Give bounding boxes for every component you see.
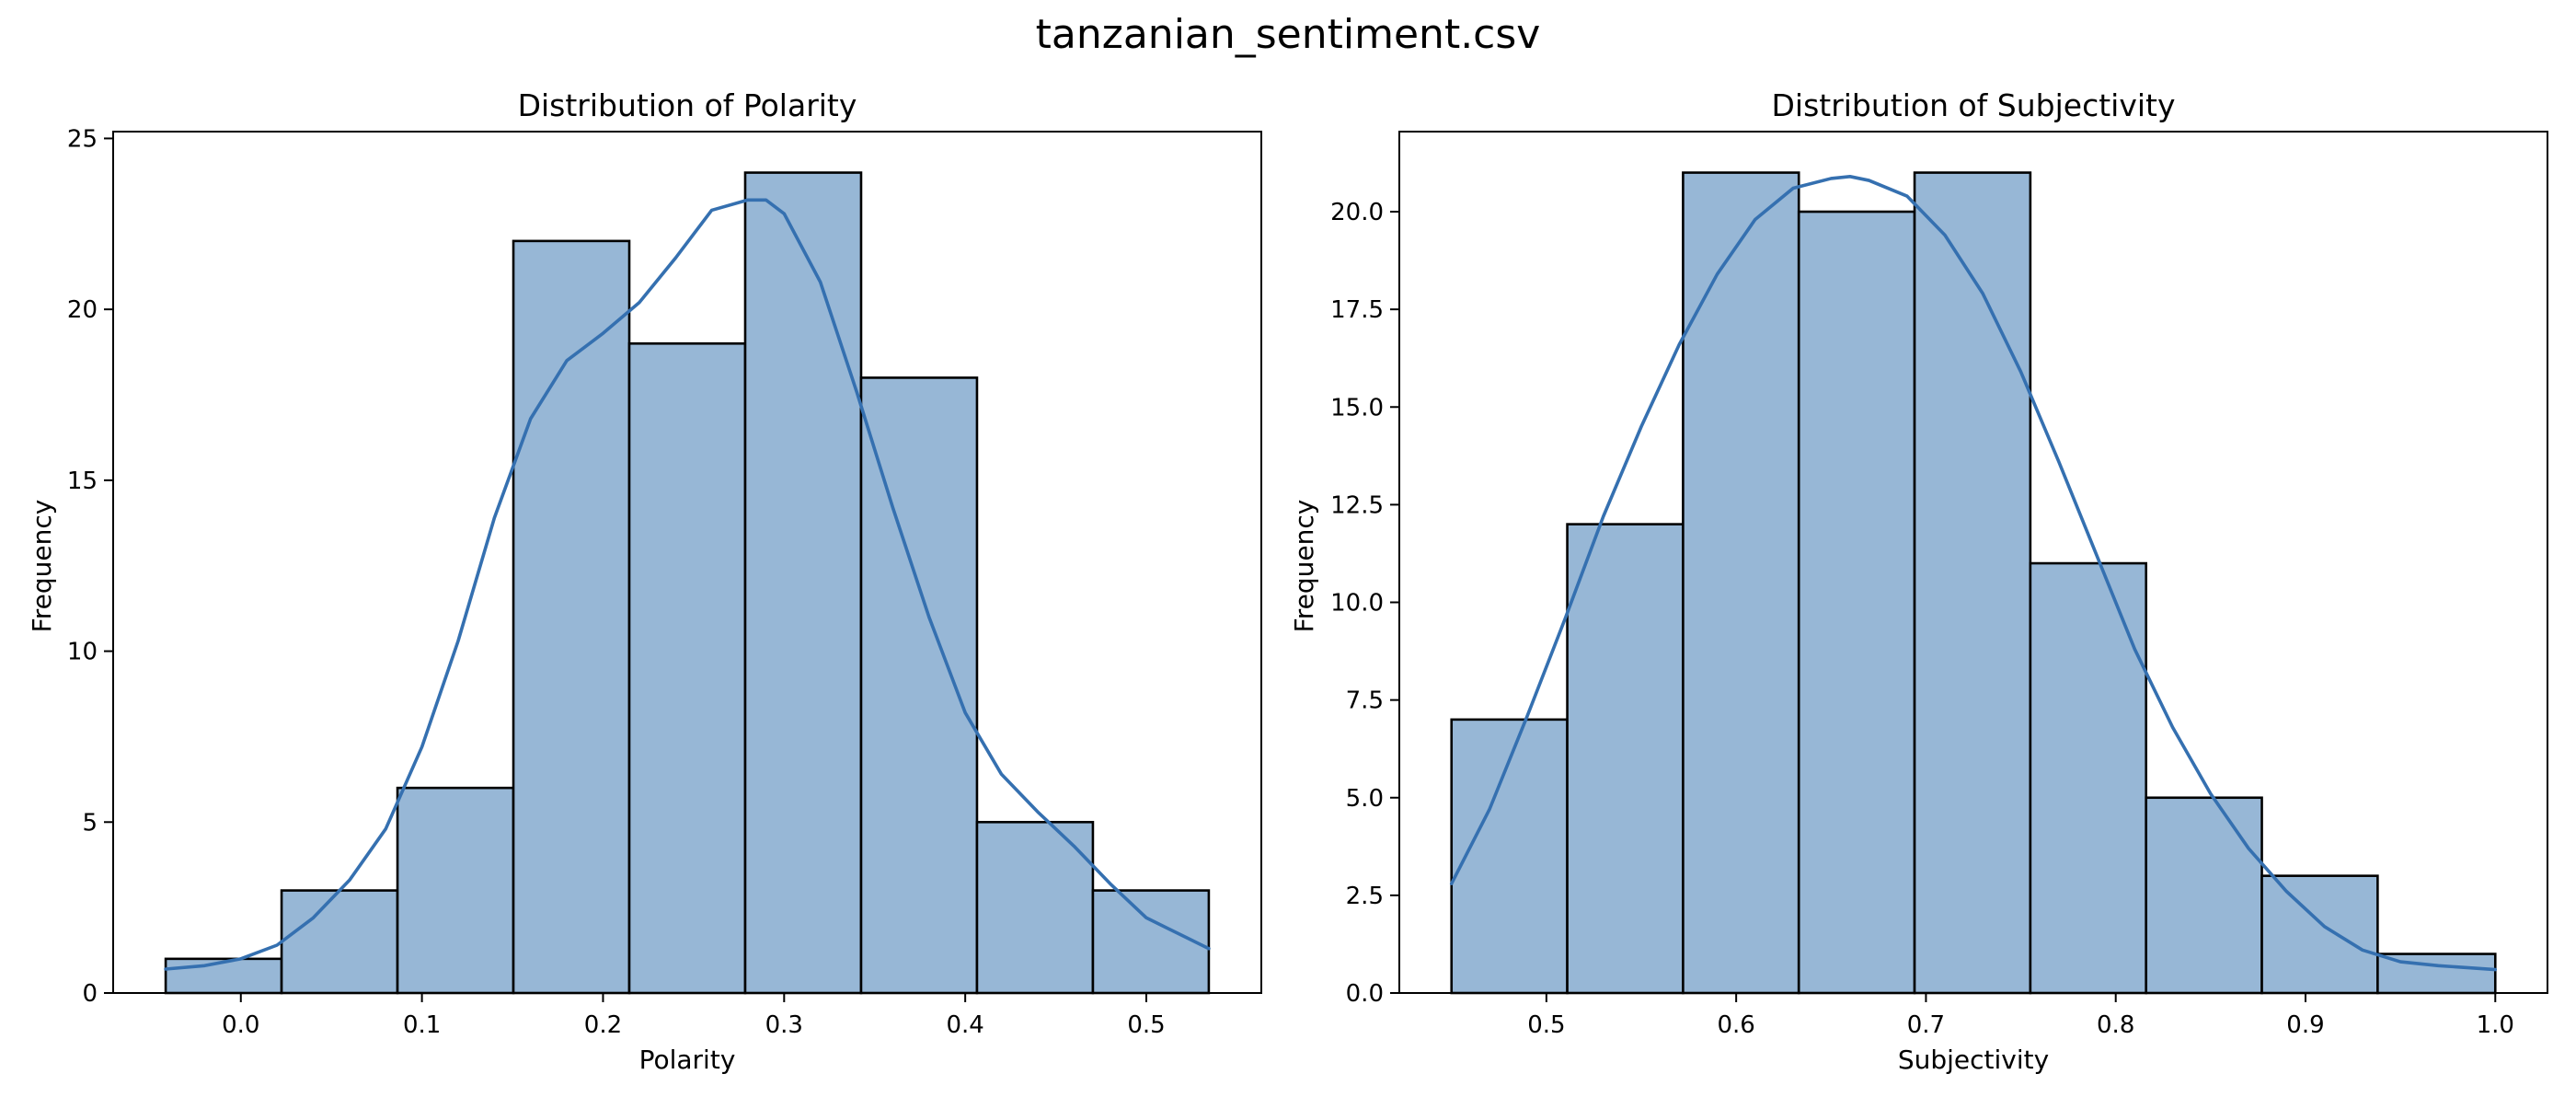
subjectivity-y-tick-label: 15.0 <box>1330 394 1384 421</box>
subjectivity-x-tick-label: 0.5 <box>1527 1011 1565 1039</box>
subjectivity-x-tick-label: 1.0 <box>2477 1011 2514 1039</box>
polarity-bar <box>1091 889 1211 995</box>
polarity-bar <box>512 239 631 995</box>
polarity-bar <box>396 786 515 995</box>
polarity-y-tick-label: 25 <box>67 125 98 153</box>
polarity-x-tick-label: 0.3 <box>765 1011 803 1039</box>
subjectivity-bar <box>1682 171 1800 995</box>
subjectivity-x-tick-label: 0.8 <box>2097 1011 2134 1039</box>
polarity-x-tick-label: 0.1 <box>403 1011 441 1039</box>
polarity-bar <box>859 376 979 995</box>
polarity-x-tick-label: 0.0 <box>222 1011 259 1039</box>
subjectivity-plot-frame <box>1398 131 2548 994</box>
subjectivity-y-tick-label: 2.5 <box>1346 883 1384 910</box>
subjectivity-y-tick-label: 12.5 <box>1330 491 1384 519</box>
polarity-x-axis-label: Polarity <box>639 1045 736 1075</box>
subjectivity-y-tick-label: 5.0 <box>1346 785 1384 813</box>
subjectivity-x-tick-label: 0.6 <box>1717 1011 1754 1039</box>
subjectivity-bar <box>2145 796 2263 995</box>
polarity-bar <box>164 957 283 995</box>
subjectivity-x-tick-label: 0.9 <box>2286 1011 2324 1039</box>
subjectivity-y-tick-label: 7.5 <box>1346 687 1384 715</box>
subjectivity-bar <box>2029 561 2148 995</box>
subjectivity-histogram-panel: Distribution of Subjectivity Subjectivit… <box>1289 87 2548 1075</box>
polarity-bars <box>164 171 1211 995</box>
subjectivity-y-tick-label: 10.0 <box>1330 590 1384 618</box>
subjectivity-x-axis-label: Subjectivity <box>1898 1045 2049 1075</box>
subjectivity-y-tick-label: 20.0 <box>1330 199 1384 226</box>
subjectivity-bar <box>1566 523 1685 995</box>
polarity-histogram-panel: Distribution of Polarity Polarity Freque… <box>27 87 1262 1075</box>
subjectivity-bar <box>2260 874 2379 995</box>
polarity-y-tick-label: 0 <box>82 980 98 1008</box>
polarity-x-tick-label: 0.4 <box>946 1011 983 1039</box>
polarity-y-tick-label: 10 <box>67 639 98 666</box>
polarity-kde-line <box>164 198 1211 971</box>
polarity-y-tick-label: 5 <box>82 809 98 837</box>
subjectivity-bar <box>1913 171 2032 995</box>
subjectivity-x-tick-label: 0.7 <box>1907 1011 1945 1039</box>
polarity-x-tick-label: 0.2 <box>584 1011 622 1039</box>
subjectivity-y-tick-label: 17.5 <box>1330 296 1384 324</box>
subjectivity-y-axis-label: Frequency <box>1289 500 1319 633</box>
polarity-bar <box>627 341 747 995</box>
polarity-plot-frame <box>112 131 1262 994</box>
subjectivity-y-tick-label: 0.0 <box>1346 980 1384 1008</box>
polarity-bar <box>743 171 863 995</box>
polarity-y-tick-label: 20 <box>67 296 98 324</box>
subjectivity-chart-title: Distribution of Subjectivity <box>1771 87 2175 123</box>
polarity-bar <box>280 889 399 995</box>
subjectivity-bar <box>1797 210 1916 995</box>
polarity-y-axis-label: Frequency <box>27 500 57 633</box>
subjectivity-kde-line <box>1449 175 2498 972</box>
figure-title: tanzanian_sentiment.csv <box>1036 11 1541 58</box>
polarity-x-tick-label: 0.5 <box>1127 1011 1165 1039</box>
polarity-chart-title: Distribution of Polarity <box>518 87 857 123</box>
polarity-y-tick-label: 15 <box>67 468 98 495</box>
